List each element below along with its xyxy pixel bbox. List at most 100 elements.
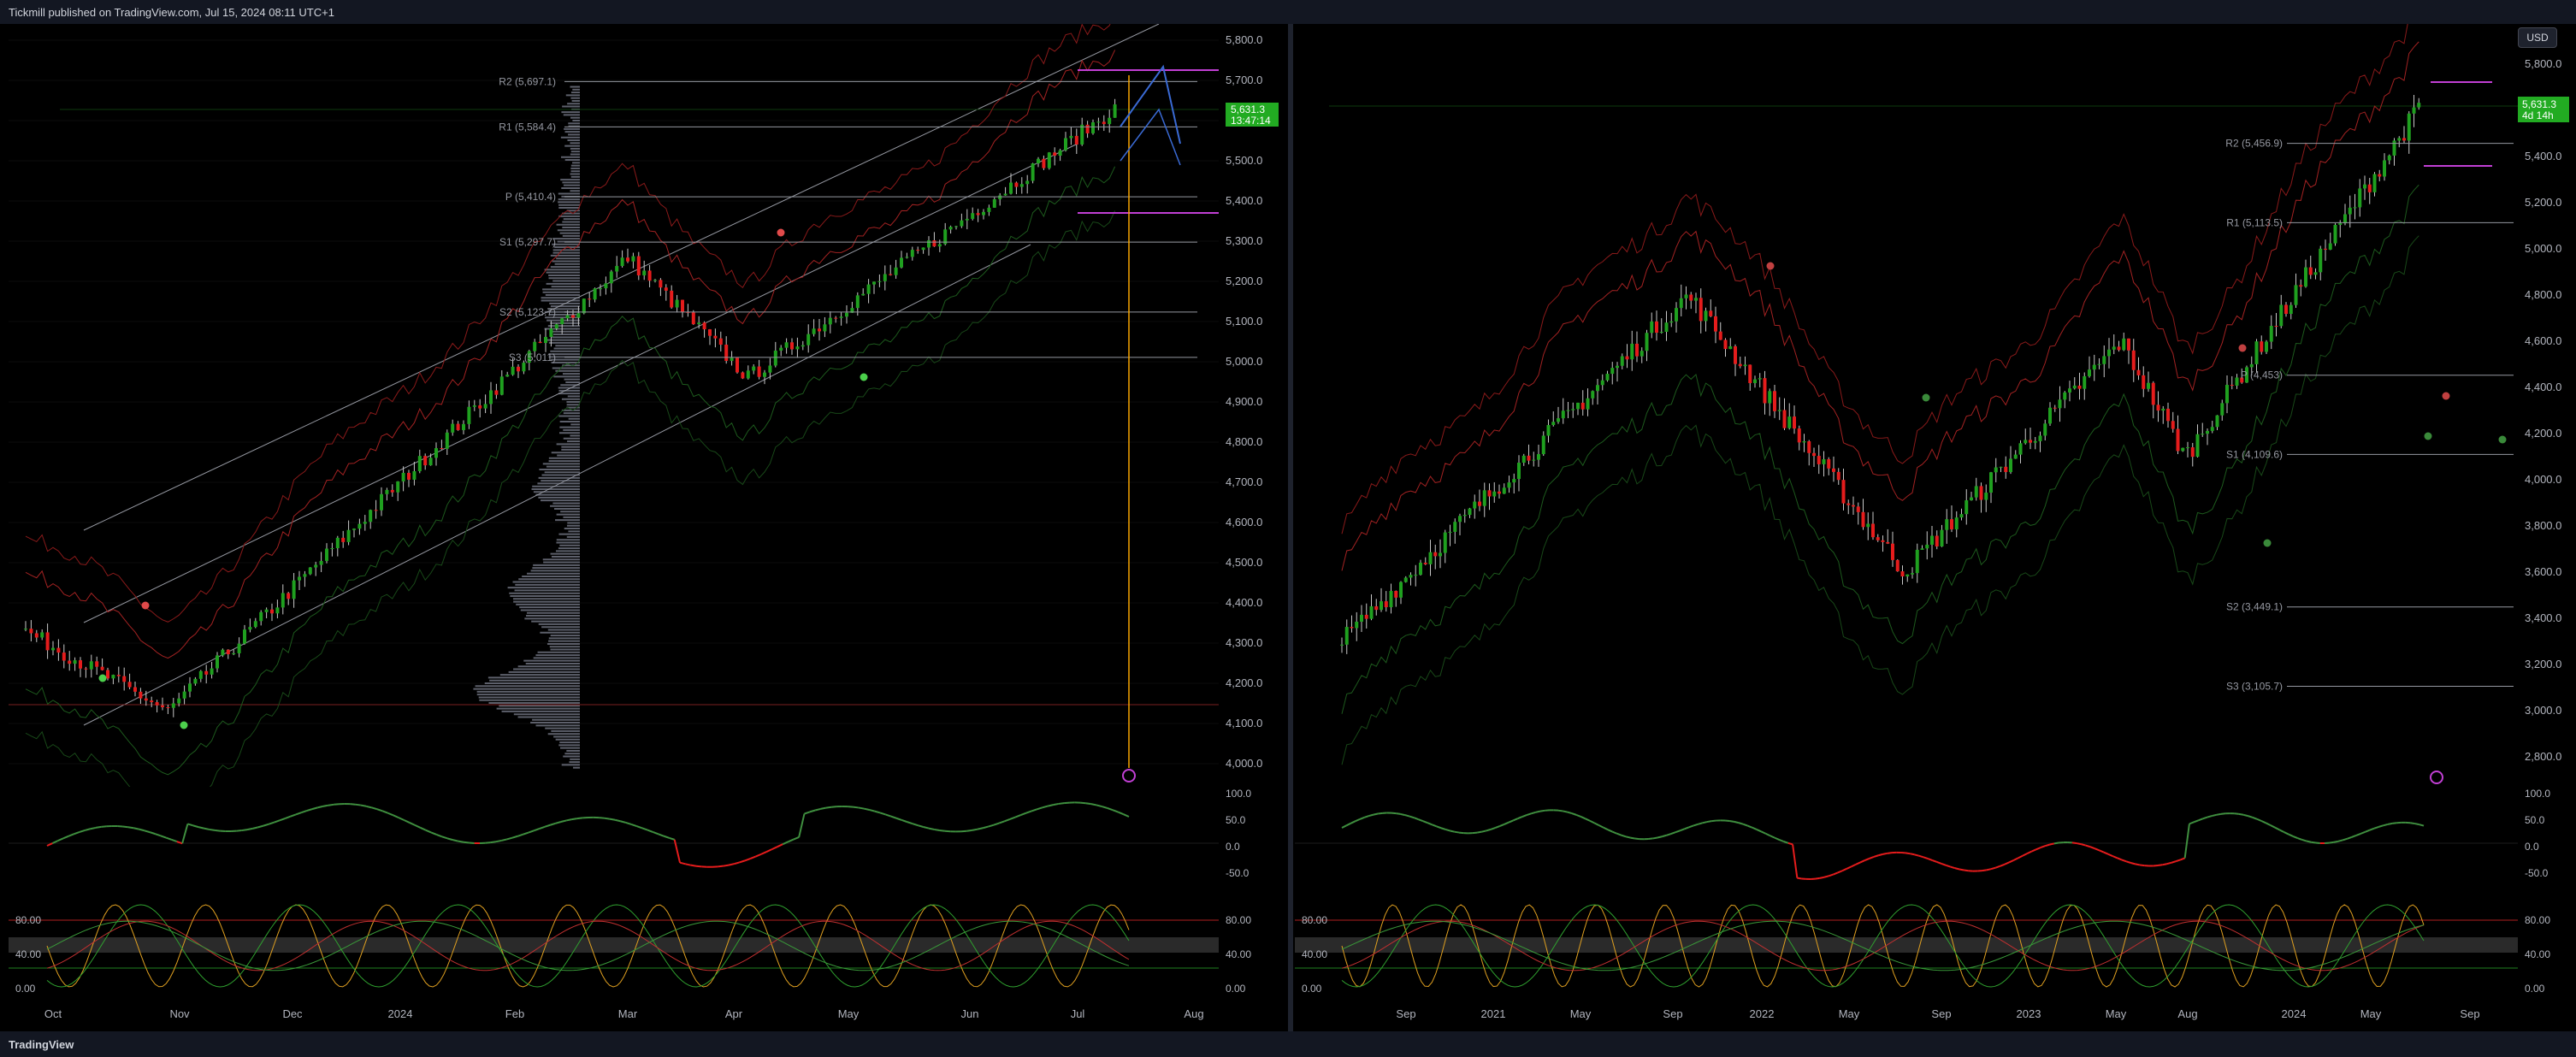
rsi-line-segment bbox=[1531, 811, 1536, 815]
rsi-line-segment bbox=[609, 818, 616, 821]
candle-body bbox=[626, 257, 629, 262]
rsi-line-segment bbox=[198, 826, 204, 830]
price-tick-label: 4,400.0 bbox=[1226, 596, 1262, 609]
right-chart-pane[interactable]: R2 (5,456.9) R1 (5,113.5) P (4,453) S1 (4,1… bbox=[1295, 24, 2518, 787]
left-price-chart[interactable]: R2 (5,697.1) R1 (5,584.4) P (5,410.4) S1 (5… bbox=[9, 24, 1219, 787]
price-tick-label: 3,400.0 bbox=[2525, 611, 2561, 624]
rsi-line-segment bbox=[1593, 822, 1599, 826]
stoch-tick: 40.00 bbox=[1226, 948, 1251, 960]
right-rsi-pane[interactable] bbox=[1295, 788, 2518, 888]
right-time-axis[interactable]: Sep 2021 May Sep 2022 May Sep 2023 May Aug 2024 May… bbox=[1295, 1002, 2576, 1028]
left-chart-pane[interactable]: R2 (5,697.1) R1 (5,584.4) P (5,410.4) S1 (5… bbox=[9, 24, 1219, 787]
candle-body bbox=[910, 250, 914, 257]
left-price-axis[interactable]: 5,800.05,700.05,600.05,500.05,400.05,300… bbox=[1219, 24, 1287, 787]
tradingview-logo[interactable]: TradingView bbox=[9, 1038, 74, 1051]
rsi-line-segment bbox=[1616, 832, 1622, 836]
candle-body bbox=[2068, 388, 2071, 393]
price-tick-label: 3,800.0 bbox=[2525, 519, 2561, 532]
candle-body bbox=[1557, 418, 1560, 422]
candle-body bbox=[883, 274, 887, 281]
candle-body bbox=[1102, 121, 1106, 125]
candle-body bbox=[1659, 331, 1663, 334]
time-label: Sep bbox=[1931, 1007, 1951, 1020]
rsi-line-segment bbox=[350, 803, 356, 806]
rsi-line-segment bbox=[2035, 847, 2041, 851]
candle-body bbox=[1053, 152, 1057, 156]
candle-body bbox=[1625, 356, 1629, 360]
rsi-line-segment bbox=[804, 811, 811, 815]
rsi-line-segment bbox=[560, 819, 567, 823]
time-label: Oct bbox=[44, 1007, 62, 1020]
left-rsi-pane[interactable] bbox=[9, 788, 1219, 888]
candle-body bbox=[1881, 540, 1885, 542]
rsi-line-segment bbox=[1982, 869, 1987, 872]
channel-lower-line bbox=[83, 244, 1031, 726]
rsi-line-segment bbox=[1954, 867, 1960, 871]
rsi-tick: 50.0 bbox=[1226, 814, 1246, 826]
right-stoch-pane[interactable]: 80.00 40.00 0.00 bbox=[1295, 889, 2518, 1002]
rsi-line-segment bbox=[2410, 822, 2415, 825]
rsi-line-segment bbox=[165, 836, 172, 841]
candle-body bbox=[560, 318, 564, 325]
rsi-line-segment bbox=[133, 827, 139, 830]
candle-body bbox=[2304, 267, 2307, 287]
candle-body bbox=[2260, 341, 2264, 352]
rsi-line-segment bbox=[653, 831, 659, 836]
rsi-line-segment bbox=[1123, 813, 1130, 818]
stoch-mid-band bbox=[1295, 937, 2518, 953]
pivot-label: R2 (5,456.9) bbox=[2225, 138, 2283, 150]
candle-body bbox=[752, 366, 756, 371]
candle-body bbox=[341, 537, 346, 542]
candle-body bbox=[177, 698, 181, 704]
time-label: Aug bbox=[2177, 1007, 2197, 1020]
candle-body bbox=[1664, 322, 1669, 332]
rsi-line-segment bbox=[1819, 876, 1825, 879]
rsi-line-segment bbox=[181, 824, 189, 844]
candle-body bbox=[2131, 350, 2136, 370]
stoch-tick: 0.00 bbox=[2525, 983, 2545, 995]
candle-body bbox=[1108, 117, 1112, 125]
chart-divider[interactable] bbox=[1288, 24, 1293, 1031]
right-price-axis[interactable]: 5,800.05,600.05,400.05,200.05,000.04,800… bbox=[2518, 24, 2576, 787]
time-label: May bbox=[1839, 1007, 1860, 1020]
rsi-line-segment bbox=[85, 828, 91, 831]
rsi-tick: -50.0 bbox=[2525, 867, 2549, 879]
pivot-label: R1 (5,113.5) bbox=[2226, 216, 2283, 228]
candle-body bbox=[1399, 582, 1403, 598]
candle-body bbox=[2402, 138, 2406, 141]
rsi-line-segment bbox=[1521, 814, 1527, 818]
candle-body bbox=[724, 345, 729, 361]
candle-body bbox=[834, 317, 838, 319]
rsi-line-segment bbox=[2238, 812, 2244, 816]
candle-body bbox=[1340, 644, 1344, 646]
rsi-line-segment bbox=[1914, 853, 1919, 857]
left-time-axis[interactable]: Oct Nov Dec 2024 Feb Mar Apr May Jun Jul Aug bbox=[9, 1002, 1287, 1028]
candle-body bbox=[1852, 505, 1855, 507]
candle-body bbox=[718, 338, 723, 345]
rsi-line-segment bbox=[1014, 814, 1021, 818]
rsi-line-segment bbox=[1359, 816, 1365, 820]
rsi-line-segment bbox=[555, 821, 562, 824]
currency-button[interactable]: USD bbox=[2518, 27, 2557, 48]
candle-body bbox=[823, 324, 827, 332]
rsi-line-segment bbox=[2193, 819, 2199, 824]
projection-arrow bbox=[1120, 64, 1181, 145]
rsi-line-segment bbox=[1454, 830, 1460, 834]
rsi-line-segment bbox=[825, 806, 832, 809]
rsi-line-segment bbox=[57, 837, 64, 842]
left-stoch-pane[interactable]: 80.00 40.00 0.00 bbox=[9, 889, 1219, 1002]
rsi-line-segment bbox=[1368, 813, 1374, 818]
rsi-line-segment bbox=[2162, 863, 2167, 866]
right-price-chart[interactable]: R2 (5,456.9) R1 (5,113.5) P (4,453) S1 (4,1… bbox=[1295, 24, 2518, 787]
candle-body bbox=[1984, 493, 1988, 500]
candle-body bbox=[2176, 428, 2180, 452]
time-label: Mar bbox=[618, 1007, 638, 1020]
candle-body bbox=[1655, 321, 1658, 334]
rsi-line-segment bbox=[436, 834, 443, 838]
candle-body bbox=[2097, 363, 2101, 365]
candle-body bbox=[2294, 285, 2298, 305]
rsi-line-segment bbox=[1107, 807, 1114, 812]
rsi-line-segment bbox=[1990, 866, 1996, 871]
candle-body bbox=[1709, 310, 1713, 316]
footer-bar: TradingView bbox=[0, 1031, 2576, 1057]
